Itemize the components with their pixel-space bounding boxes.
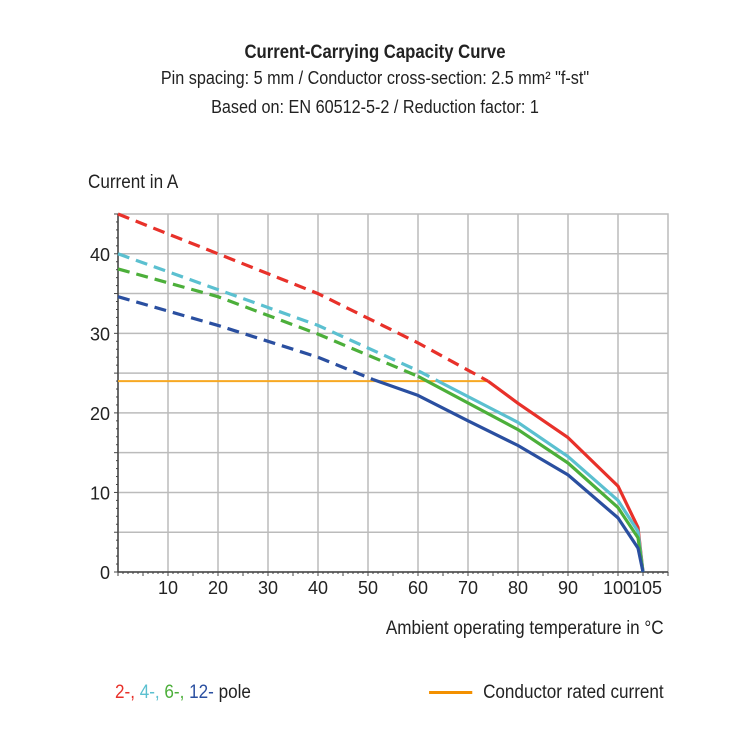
series-4-pole-dashed <box>117 252 439 383</box>
x-tick-label: 60 <box>408 578 428 598</box>
y-axis-label: Current in A <box>88 172 179 193</box>
x-tick-label: 40 <box>308 578 328 598</box>
x-tick-label: 100 <box>603 578 633 598</box>
plot-border <box>117 213 669 573</box>
x-tick-label: 70 <box>458 578 478 598</box>
x-tick-label: 105 <box>632 578 662 598</box>
legend-entry-6-pole: 6-, <box>164 682 190 703</box>
legend-entry-12-pole: 12- <box>189 682 214 703</box>
x-tick-label: 10 <box>158 578 178 598</box>
series-12-pole-dashed <box>117 295 374 381</box>
series-2-pole-solid <box>487 379 645 573</box>
series-2-pole-dashed <box>117 212 489 383</box>
y-tick-label: 0 <box>100 563 110 583</box>
x-tick-label: 90 <box>558 578 578 598</box>
legend-rated-label: Conductor rated current <box>483 682 664 703</box>
series-12-pole-solid <box>372 377 645 573</box>
x-tick-label: 80 <box>508 578 528 598</box>
chart-subtitle-2: Based on: EN 60512-5-2 / Reduction facto… <box>211 97 539 117</box>
chart-subtitle-1: Pin spacing: 5 mm / Conductor cross-sect… <box>160 68 590 88</box>
series-6-pole-dashed <box>117 267 419 378</box>
legend-entry-2-pole: 2-, <box>115 682 140 703</box>
y-tick-label: 40 <box>90 245 110 265</box>
legend-rated-swatch <box>429 691 473 695</box>
x-axis-label: Ambient operating temperature in °C <box>386 618 664 639</box>
legend-entry-4-pole: 4-, <box>139 682 165 703</box>
x-tick-label: 20 <box>208 578 228 598</box>
chart-title: Current-Carrying Capacity Curve <box>244 42 506 63</box>
x-tick-label: 50 <box>358 578 378 598</box>
y-tick-label: 30 <box>90 324 110 344</box>
x-tick-label: 30 <box>258 578 278 598</box>
series-6-pole-solid <box>417 374 645 573</box>
y-tick-label: 20 <box>90 404 110 424</box>
legend-rated-current: Conductor rated current <box>429 682 664 704</box>
y-tick-label: 10 <box>90 483 110 503</box>
legend-pole-suffix: pole <box>213 682 251 703</box>
legend-poles: 2-, 4-, 6-, 12- pole <box>115 682 251 704</box>
